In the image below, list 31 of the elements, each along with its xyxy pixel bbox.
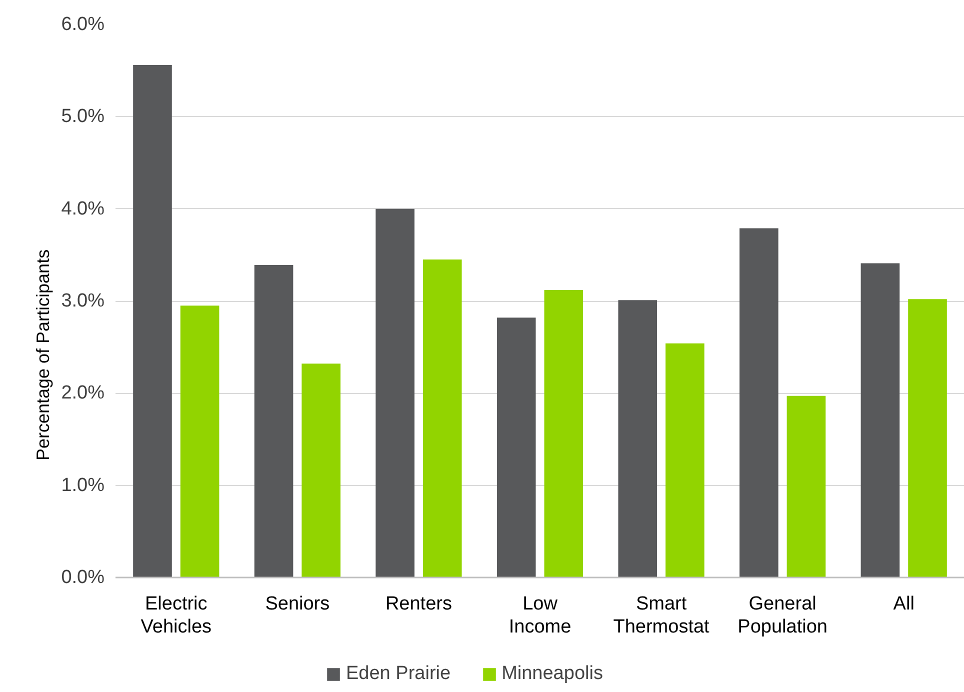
bar (786, 396, 826, 578)
bar (666, 343, 704, 578)
y-tick-label: 2.0% (61, 382, 105, 404)
x-tick-label: Low Income (508, 594, 572, 638)
legend-label: Minneapolis (502, 663, 603, 685)
x-tick-label: General Population (738, 594, 828, 638)
bar (180, 306, 220, 578)
x-tick-label: Electric Vehicles (140, 594, 212, 638)
bar (254, 265, 294, 578)
x-tick-label: Seniors (265, 594, 330, 614)
bar (860, 263, 900, 578)
x-tick-label: All (893, 594, 914, 614)
y-tick-label: 4.0% (61, 198, 105, 220)
x-tick-label: Smart Thermostat (613, 594, 710, 638)
y-tick-label: 0.0% (61, 567, 105, 588)
y-axis-title: Percentage of Participants (33, 249, 54, 461)
bar (422, 260, 462, 578)
y-tick-label: 3.0% (61, 290, 105, 312)
x-tick-label: Renters (385, 594, 452, 614)
bar (544, 290, 584, 578)
y-tick-label: 6.0% (61, 14, 105, 35)
bar (376, 208, 414, 578)
y-tick-label: 5.0% (61, 106, 105, 128)
bar (496, 318, 536, 578)
bar (302, 364, 340, 578)
y-tick-label: 1.0% (61, 474, 105, 496)
legend-label: Eden Prairie (346, 663, 451, 685)
bar (908, 299, 947, 578)
bar (618, 300, 658, 578)
bar (133, 65, 172, 578)
bar (740, 228, 778, 578)
